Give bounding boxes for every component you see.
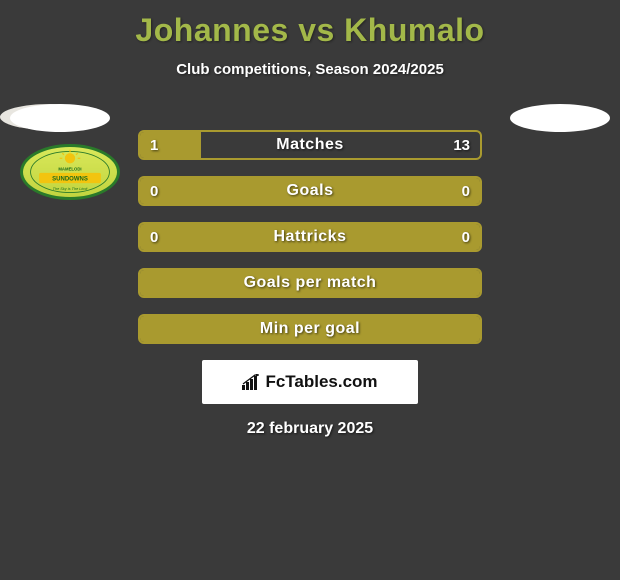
club-left-badge-sundowns: MAMELODI SUNDOWNS The Sky is The Limit: [20, 144, 120, 200]
stat-bar-goals-per-match: Goals per match: [138, 268, 482, 298]
brand-text: FcTables.com: [265, 372, 377, 391]
bar-label: Hattricks: [140, 224, 480, 250]
bar-label: Goals: [140, 178, 480, 204]
player-right-badge: [510, 104, 610, 132]
stat-bars: 113Matches 00Goals 00Hattricks Goals per ma…: [138, 130, 482, 344]
svg-text:The Sky is The Limit: The Sky is The Limit: [53, 187, 89, 191]
stat-bar-hattricks: 00Hattricks: [138, 222, 482, 252]
bar-label: Goals per match: [140, 270, 480, 296]
comparison-title: Johannes vs Khumalo: [0, 0, 620, 49]
svg-text:SUNDOWNS: SUNDOWNS: [52, 177, 88, 183]
stat-bar-matches: 113Matches: [138, 130, 482, 160]
comparison-panel: MAMELODI SUNDOWNS The Sky is The Limit 1…: [0, 104, 620, 438]
bar-label: Min per goal: [140, 316, 480, 342]
brand-label: FcTables.com: [242, 372, 377, 392]
player-left-badge: [10, 104, 110, 132]
stat-bar-min-per-goal: Min per goal: [138, 314, 482, 344]
comparison-date: 22 february 2025: [0, 420, 620, 438]
comparison-subtitle: Club competitions, Season 2024/2025: [0, 61, 620, 78]
bar-label: Matches: [140, 132, 480, 158]
svg-text:MAMELODI: MAMELODI: [58, 166, 81, 171]
brand-box: FcTables.com: [202, 360, 418, 404]
stat-bar-goals: 00Goals: [138, 176, 482, 206]
